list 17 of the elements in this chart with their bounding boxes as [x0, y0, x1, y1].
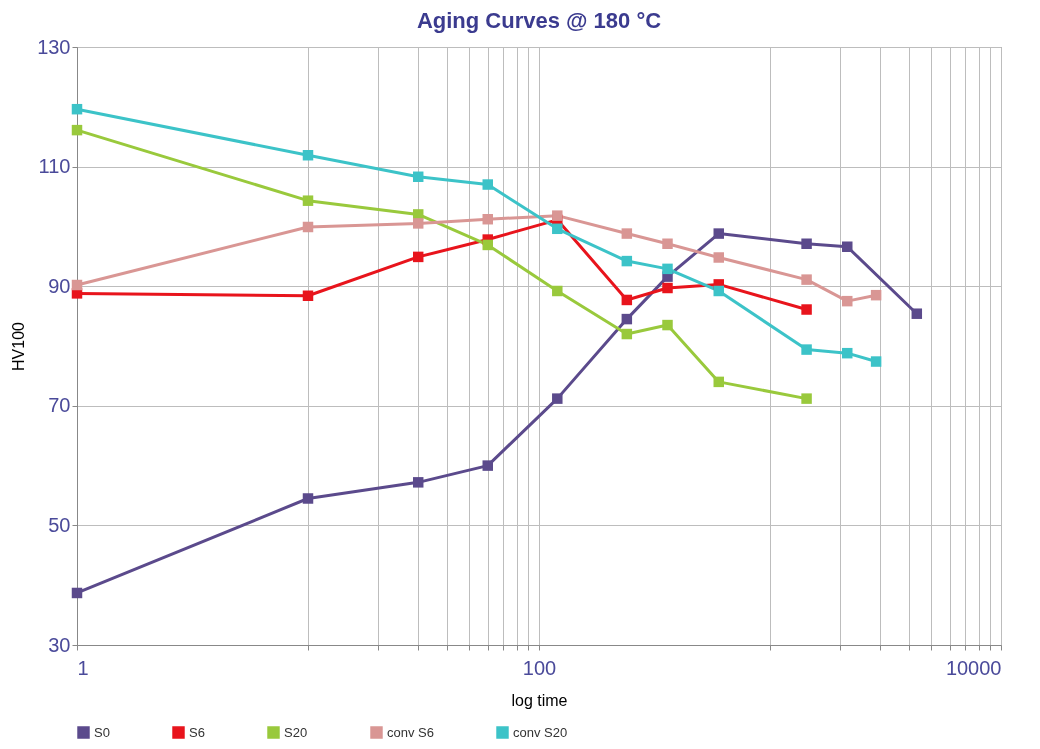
x-axis-title: log time — [511, 691, 568, 709]
x-tick-label: 10000 — [945, 656, 1002, 679]
y-tick-label: 110 — [38, 155, 71, 178]
legend-label: S0 — [94, 724, 110, 740]
legend-label: S20 — [284, 724, 308, 740]
x-tick-label: 100 — [522, 656, 557, 679]
legend-label: conv S20 — [513, 724, 568, 740]
legend-label: S6 — [189, 724, 205, 740]
y-tick-label: 130 — [37, 35, 71, 58]
y-tick-label: 90 — [48, 274, 71, 297]
y-tick-label: 50 — [48, 513, 71, 536]
legend-label: conv S6 — [387, 724, 434, 740]
x-tick-label: 1 — [77, 656, 89, 679]
y-tick-label: 70 — [48, 394, 71, 417]
y-tick-label: 30 — [48, 633, 71, 656]
chart-title: Aging Curves @ 180 °C — [416, 8, 662, 33]
y-axis-title: HV100 — [10, 321, 28, 371]
